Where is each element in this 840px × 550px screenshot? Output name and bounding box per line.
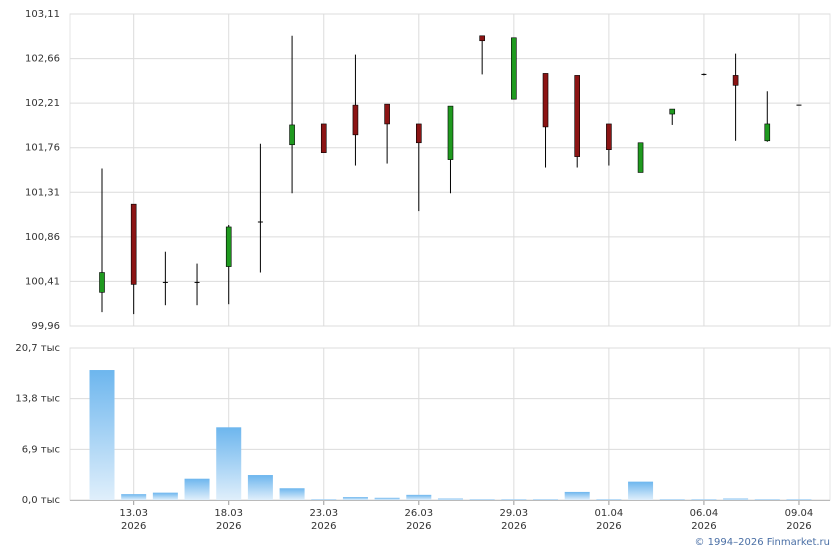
volume-bar: [152, 492, 178, 500]
volume-bar: [596, 499, 622, 500]
candle-body: [606, 123, 612, 150]
volume-bar: [374, 497, 400, 500]
candle-body: [637, 142, 644, 173]
candle-body: [130, 203, 137, 285]
candle-body: [764, 123, 771, 142]
candle-body: [669, 108, 676, 115]
volume-bar: [406, 494, 432, 500]
x-tick-label: 01.04: [595, 508, 624, 519]
candle-body: [511, 37, 517, 100]
candle-body: [732, 75, 739, 86]
candle-body: [99, 272, 105, 293]
volume-bar: [184, 478, 210, 500]
x-tick-year: 2026: [691, 521, 716, 532]
y-tick-label: 99,96: [31, 321, 60, 332]
x-tick-year: 2026: [121, 521, 146, 532]
volume-bar: [533, 499, 559, 500]
volume-bar: [437, 498, 463, 500]
candle-body: [352, 104, 359, 136]
volume-bar: [342, 497, 368, 500]
y-tick-label: 100,86: [25, 232, 60, 243]
candle-body: [415, 123, 422, 144]
x-tick-year: 2026: [786, 521, 811, 532]
volume-bar: [691, 499, 717, 500]
candle-body: [574, 75, 581, 157]
volume-bar: [121, 494, 147, 500]
y-tick-label: 6,9 тыс: [22, 444, 60, 455]
volume-bar: [247, 475, 273, 500]
volume-bar: [469, 499, 495, 500]
volume-bar: [786, 499, 812, 500]
copyright: © 1994–2026 Finmarket.ru: [694, 537, 830, 548]
volume-bar: [216, 427, 242, 500]
volume-bar: [628, 481, 654, 500]
volume-bar: [754, 499, 780, 500]
x-tick-label: 23.03: [309, 508, 338, 519]
volume-bar: [723, 498, 749, 500]
candle-body: [542, 73, 549, 128]
y-tick-label: 20,7 тыс: [15, 343, 60, 354]
x-tick-label: 06.04: [690, 508, 719, 519]
x-tick-label: 18.03: [214, 508, 243, 519]
candle-body: [225, 226, 232, 267]
y-tick-label: 13,8 тыс: [15, 394, 60, 405]
volume-bar: [564, 491, 590, 500]
x-tick-label: 13.03: [119, 508, 148, 519]
candle-body: [320, 123, 327, 153]
y-tick-label: 0,0 тыс: [22, 495, 60, 506]
volume-bar: [279, 488, 305, 500]
volume-frame: [69, 347, 831, 501]
candle-body: [289, 124, 295, 146]
candle-body: [384, 103, 390, 125]
y-tick-label: 100,41: [25, 276, 60, 287]
x-tick-label: 09.04: [785, 508, 814, 519]
x-tick-year: 2026: [406, 521, 431, 532]
y-tick-label: 101,76: [25, 143, 60, 154]
x-tick-year: 2026: [311, 521, 336, 532]
volume-bar: [311, 499, 337, 500]
x-tick-year: 2026: [501, 521, 526, 532]
x-tick-year: 2026: [596, 521, 621, 532]
y-tick-label: 102,21: [25, 98, 60, 109]
x-tick-label: 29.03: [500, 508, 529, 519]
y-tick-label: 102,66: [25, 54, 60, 65]
y-tick-label: 101,31: [25, 187, 60, 198]
candle-body: [447, 105, 454, 160]
y-tick-label: 103,11: [25, 9, 60, 20]
volume-bar: [659, 499, 685, 500]
x-tick-label: 26.03: [404, 508, 433, 519]
x-tick-year: 2026: [216, 521, 241, 532]
volume-bar: [89, 370, 115, 500]
volume-bar: [501, 499, 527, 500]
candle-body: [479, 35, 485, 42]
